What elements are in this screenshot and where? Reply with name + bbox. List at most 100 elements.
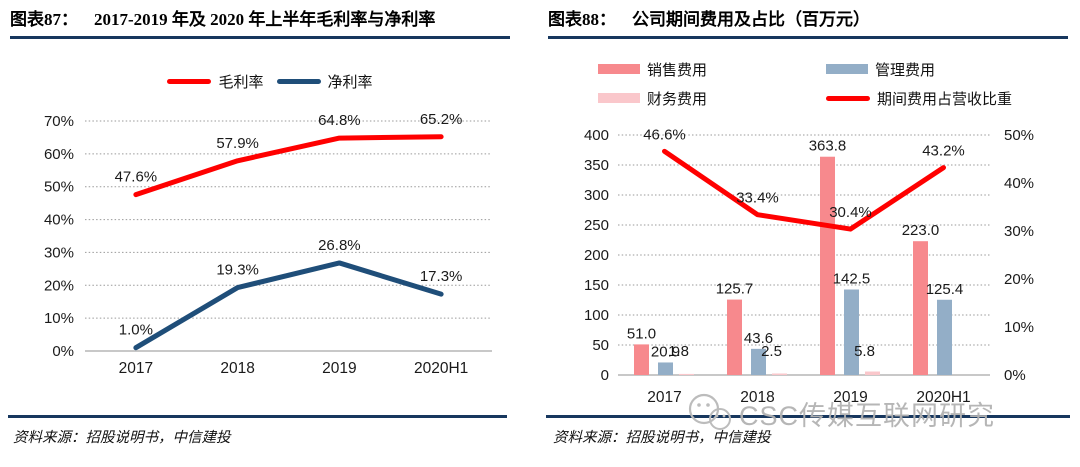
y-left-tick-label: 300: [584, 187, 609, 204]
data-label: 26.8%: [318, 237, 361, 254]
bottom-rule: [8, 415, 507, 418]
panel-margins-title-row: 图表87： 2017-2019 年及 2020 年上半年毛利率与净利率: [10, 9, 510, 31]
y-left-tick-label: 350: [584, 157, 609, 174]
margins-legend: 毛利率 净利率: [0, 71, 540, 91]
x-tick-label: 2017: [647, 389, 681, 406]
series-line: [133, 260, 444, 351]
y-right-tick-label: 50%: [1004, 127, 1034, 144]
data-label: 1.0%: [119, 322, 153, 339]
legend-item: 毛利率: [167, 71, 264, 91]
x-tick-label: 2018: [740, 389, 774, 406]
x-tick-label: 2019: [322, 360, 356, 377]
data-label: 20.9: [651, 343, 680, 360]
bar: [751, 348, 766, 375]
data-label: 46.6%: [643, 126, 686, 143]
data-label: 47.6%: [115, 169, 158, 186]
x-tick-label: 2020H1: [916, 389, 970, 406]
x-tick-label: 2018: [220, 360, 254, 377]
net-margin-line-swatch: [276, 78, 321, 84]
y-right-tick-label: 30%: [1004, 223, 1034, 240]
data-label: 125.4: [926, 281, 964, 298]
y-left-tick-label: 250: [584, 217, 609, 234]
figure-title: 2017-2019 年及 2020 年上半年毛利率与净利率: [94, 10, 436, 29]
gross-net-margin-chart: 0% 10% 20% 30% 40% 50% 60% 70% 2017 2018 2019 2020H…: [44, 111, 492, 377]
y-left-tick-label: 50: [592, 337, 609, 354]
bar: [727, 299, 742, 375]
legend-item: 净利率: [276, 71, 373, 91]
series-line: [133, 134, 444, 198]
bar: [658, 362, 673, 375]
data-label: 43.2%: [922, 143, 965, 160]
y-tick-label: 70%: [44, 113, 74, 130]
legend-item: 期间费用占营收比重: [826, 88, 1080, 108]
source-cell-right: 资料来源：招股说明书，中信建投: [540, 415, 1080, 447]
y-right-tick-label: 10%: [1004, 319, 1034, 336]
data-label: 65.2%: [420, 111, 463, 128]
data-label: 17.3%: [420, 268, 463, 285]
bar: [772, 373, 787, 375]
legend-item: 管理费用: [826, 59, 1080, 79]
y-left-tick-label: 150: [584, 277, 609, 294]
panel-margins: 图表87： 2017-2019 年及 2020 年上半年毛利率与净利率 毛利率 …: [0, 0, 540, 415]
title-rule: [548, 36, 1068, 39]
x-tick-label: 2020H1: [414, 360, 468, 377]
watermark: CSC传媒互联网研究: [686, 392, 995, 434]
finance-expense-swatch: [598, 93, 640, 103]
expense-ratio-line-swatch: [826, 95, 870, 101]
watermark-text: CSC传媒互联网研究: [739, 400, 996, 431]
legend-label: 期间费用占营收比重: [877, 90, 1013, 108]
panel-expenses: 图表88： 公司期间费用及占比（百万元） 销售费用 管理费用 财务费用: [540, 0, 1080, 415]
data-label: 43.6: [744, 330, 773, 347]
legend-label: 管理费用: [875, 61, 936, 79]
expense-ratio-chart: 0 50 100 150 200 250 300 350 400 0% 10% 20% 30% 40% 50…: [584, 126, 1034, 406]
y-tick-label: 50%: [44, 179, 74, 196]
y-left-tick-label: 100: [584, 307, 609, 324]
chart-panels: 图表87： 2017-2019 年及 2020 年上半年毛利率与净利率 毛利率 …: [0, 0, 1080, 415]
bar: [820, 156, 835, 375]
legend-label: 销售费用: [647, 61, 708, 79]
data-label: 363.8: [809, 138, 847, 155]
y-left-tick-label: 400: [584, 127, 609, 144]
bar: [865, 371, 880, 375]
bar: [844, 289, 859, 375]
y-right-tick-label: 0%: [1004, 367, 1026, 384]
data-label: 33.4%: [736, 190, 779, 207]
y-tick-label: 0%: [52, 343, 74, 360]
wechat-watermark-icon: [688, 393, 731, 430]
data-label: 64.8%: [318, 112, 361, 129]
source-note: 资料来源：招股说明书，中信建投: [553, 429, 771, 446]
data-label: 223.0: [902, 222, 940, 239]
data-label: 19.3%: [216, 262, 259, 279]
figure-tag: 图表87：: [10, 10, 78, 29]
expenses-legend: 销售费用 管理费用 财务费用 期间费用占营收比重: [598, 59, 1080, 108]
bar: [634, 344, 649, 375]
y-right-tick-label: 40%: [1004, 175, 1034, 192]
legend-label: 毛利率: [218, 73, 264, 91]
panel-margins-header: 图表87： 2017-2019 年及 2020 年上半年毛利率与净利率: [10, 9, 510, 39]
source-note: 资料来源：招股说明书，中信建投: [13, 429, 231, 446]
data-label: 2.5: [761, 343, 782, 360]
data-label: 142.5: [833, 271, 871, 288]
y-tick-label: 30%: [44, 244, 74, 261]
figure-tag: 图表88：: [548, 10, 616, 29]
data-label: 30.4%: [829, 204, 872, 221]
selling-expense-swatch: [598, 64, 640, 74]
y-tick-label: 60%: [44, 146, 74, 163]
legend-label: 财务费用: [647, 90, 708, 108]
panel-expenses-header: 图表88： 公司期间费用及占比（百万元）: [548, 9, 1068, 39]
legend-label: 净利率: [327, 73, 373, 91]
figure-title: 公司期间费用及占比（百万元）: [632, 10, 870, 29]
data-label: 1.8: [668, 343, 689, 360]
source-notes: 资料来源：招股说明书，中信建投 资料来源：招股说明书，中信建投: [0, 415, 1080, 447]
x-tick-label: 2017: [119, 360, 153, 377]
data-label: 51.0: [627, 325, 656, 342]
y-tick-label: 20%: [44, 277, 74, 294]
x-tick-label: 2019: [833, 389, 867, 406]
gross-margin-line-swatch: [167, 78, 212, 84]
data-label: 57.9%: [216, 135, 259, 152]
ratio-line: [662, 148, 946, 232]
admin-expense-swatch: [826, 64, 868, 74]
bar: [913, 241, 928, 375]
bottom-rule: [546, 415, 1070, 418]
bar: [679, 373, 694, 375]
